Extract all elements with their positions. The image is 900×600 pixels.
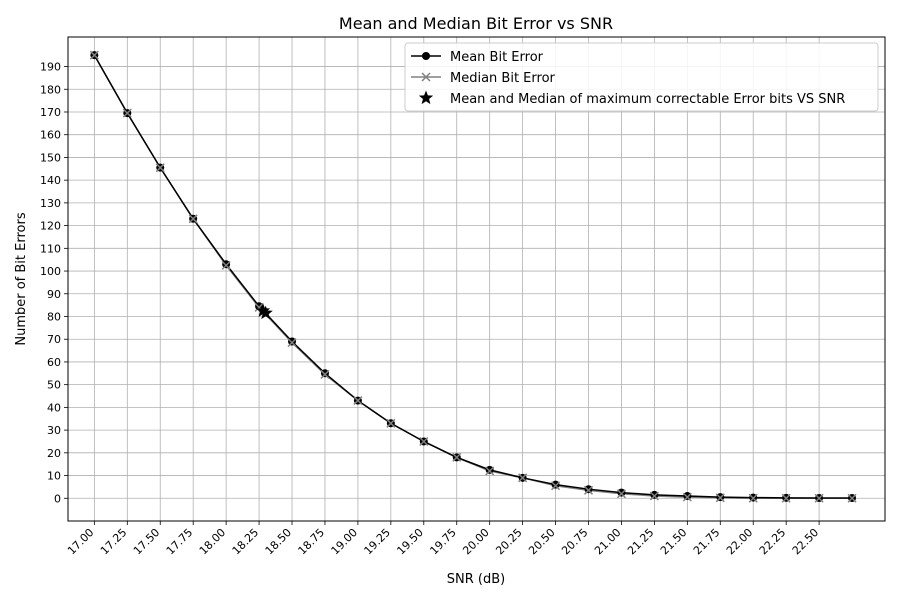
mean-point xyxy=(320,369,329,378)
y-tick-label: 110 xyxy=(40,242,61,255)
legend-mean-marker xyxy=(422,52,430,60)
mean-point xyxy=(650,490,659,499)
median-point xyxy=(353,396,363,406)
y-tick-label: 50 xyxy=(47,379,61,392)
y-tick-label: 180 xyxy=(40,83,61,96)
y-tick-label: 160 xyxy=(40,129,61,142)
y-tick-label: 150 xyxy=(40,151,61,164)
median-point xyxy=(320,369,330,379)
median-point xyxy=(518,473,528,483)
median-point xyxy=(551,481,561,491)
legend-special-label: Mean and Median of maximum correctable E… xyxy=(450,92,845,107)
y-tick-label: 0 xyxy=(54,492,61,505)
legend-mean-label: Mean Bit Error xyxy=(450,50,544,65)
median-point xyxy=(188,214,198,224)
y-tick-label: 80 xyxy=(47,310,61,323)
legend-median-marker xyxy=(421,72,431,82)
median-point xyxy=(287,338,297,348)
y-tick-label: 10 xyxy=(47,470,61,483)
mean-point xyxy=(683,492,692,501)
median-point xyxy=(221,260,231,270)
median-point xyxy=(814,493,824,503)
median-point xyxy=(748,493,758,503)
x-axis-label: SNR (dB) xyxy=(447,572,505,587)
legend-star-marker xyxy=(418,90,434,105)
chart-title: Mean and Median Bit Error vs SNR xyxy=(339,14,613,33)
y-tick-label: 190 xyxy=(40,61,61,74)
median-point xyxy=(122,108,132,118)
median-point xyxy=(715,493,725,503)
y-tick-label: 60 xyxy=(47,356,61,369)
median-point xyxy=(583,485,594,495)
mean-point xyxy=(584,485,593,494)
legend-median-label: Median Bit Error xyxy=(450,71,556,86)
plot-frame xyxy=(67,36,886,522)
median-point xyxy=(452,452,462,462)
mean-point xyxy=(485,465,494,474)
y-tick-label: 40 xyxy=(47,401,61,414)
median-point xyxy=(89,50,99,60)
max-correctable-star-point xyxy=(255,303,271,317)
legend: Mean Bit Error Median Bit Error Mean and… xyxy=(404,42,879,112)
median-point xyxy=(386,418,396,428)
legend-star-shape xyxy=(418,90,434,105)
y-tick-label: 90 xyxy=(47,288,61,301)
mean-point xyxy=(617,488,626,497)
mean-point xyxy=(288,337,297,346)
y-tick-label: 20 xyxy=(47,447,61,460)
y-tick-label: 70 xyxy=(47,333,61,346)
mean-series-line xyxy=(93,54,853,499)
median-point xyxy=(847,493,857,503)
y-tick-label: 120 xyxy=(40,220,61,233)
max-correctable-star-point xyxy=(258,305,273,320)
median-point xyxy=(419,436,429,446)
mean-point xyxy=(222,260,231,269)
y-tick-label: 170 xyxy=(40,106,61,119)
y-tick-label: 130 xyxy=(40,197,61,210)
median-point xyxy=(485,466,495,476)
median-point xyxy=(155,163,165,173)
y-axis-ticks: 0 10 20 30 40 50 60 70 80 90 100 110 120 130 140 150 160… xyxy=(40,61,68,505)
y-tick-label: 140 xyxy=(40,174,61,187)
median-point xyxy=(649,491,659,501)
series-layer xyxy=(89,50,857,503)
legend-box xyxy=(404,42,879,112)
median-point xyxy=(682,492,692,502)
median-point xyxy=(616,489,626,499)
y-tick-label: 30 xyxy=(47,424,61,437)
y-axis-label: Number of Bit Errors xyxy=(14,212,29,345)
mean-point xyxy=(551,480,560,489)
median-point xyxy=(781,493,791,503)
y-tick-label: 100 xyxy=(40,265,61,278)
